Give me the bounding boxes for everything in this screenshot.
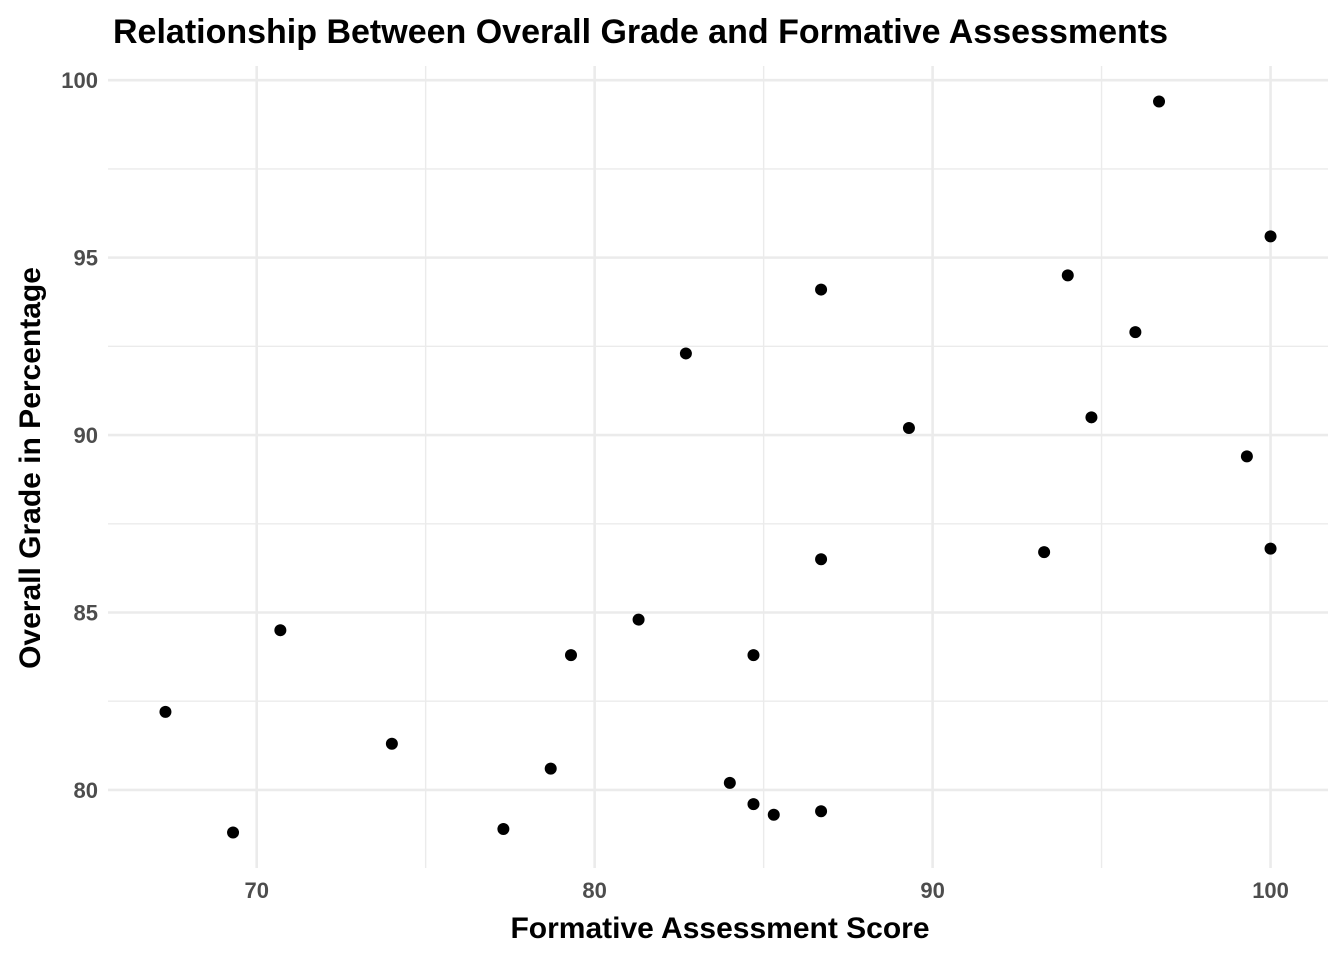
data-point bbox=[159, 705, 172, 718]
data-point bbox=[815, 553, 828, 566]
data-point bbox=[544, 762, 557, 775]
data-point bbox=[767, 808, 780, 821]
y-tick-label: 80 bbox=[74, 778, 98, 803]
y-axis-tick-labels: 80 85 90 95 100 bbox=[61, 68, 98, 803]
chart-title: Relationship Between Overall Grade and F… bbox=[113, 13, 1168, 51]
data-point bbox=[815, 283, 828, 296]
x-axis-tick-labels: 70 80 90 100 bbox=[244, 878, 1288, 903]
data-point bbox=[1038, 546, 1051, 559]
data-point bbox=[227, 826, 240, 839]
data-point bbox=[1264, 542, 1277, 555]
y-axis-title: Overall Grade in Percentage bbox=[14, 267, 47, 669]
y-tick-label: 90 bbox=[74, 423, 98, 448]
y-tick-label: 85 bbox=[74, 600, 98, 625]
gridlines bbox=[108, 66, 1328, 868]
data-point bbox=[679, 347, 692, 360]
y-tick-label: 100 bbox=[61, 68, 98, 93]
data-points bbox=[159, 95, 1277, 839]
data-point bbox=[723, 776, 736, 789]
data-point bbox=[815, 805, 828, 818]
x-tick-label: 100 bbox=[1252, 878, 1289, 903]
data-point bbox=[1153, 95, 1166, 108]
data-point bbox=[902, 421, 915, 434]
data-point bbox=[385, 737, 398, 750]
data-point bbox=[497, 822, 510, 835]
x-axis-title: Formative Assessment Score bbox=[510, 912, 929, 945]
x-tick-label: 90 bbox=[920, 878, 944, 903]
x-tick-label: 70 bbox=[244, 878, 268, 903]
data-point bbox=[747, 649, 760, 662]
data-point bbox=[1085, 411, 1098, 424]
data-point bbox=[274, 624, 287, 637]
data-point bbox=[747, 798, 760, 811]
data-point bbox=[1264, 230, 1277, 243]
data-point bbox=[564, 649, 577, 662]
data-point bbox=[1061, 269, 1074, 282]
data-point bbox=[632, 613, 645, 626]
x-tick-label: 80 bbox=[582, 878, 606, 903]
data-point bbox=[1240, 450, 1253, 463]
y-tick-label: 95 bbox=[74, 246, 98, 271]
data-point bbox=[1129, 326, 1142, 339]
